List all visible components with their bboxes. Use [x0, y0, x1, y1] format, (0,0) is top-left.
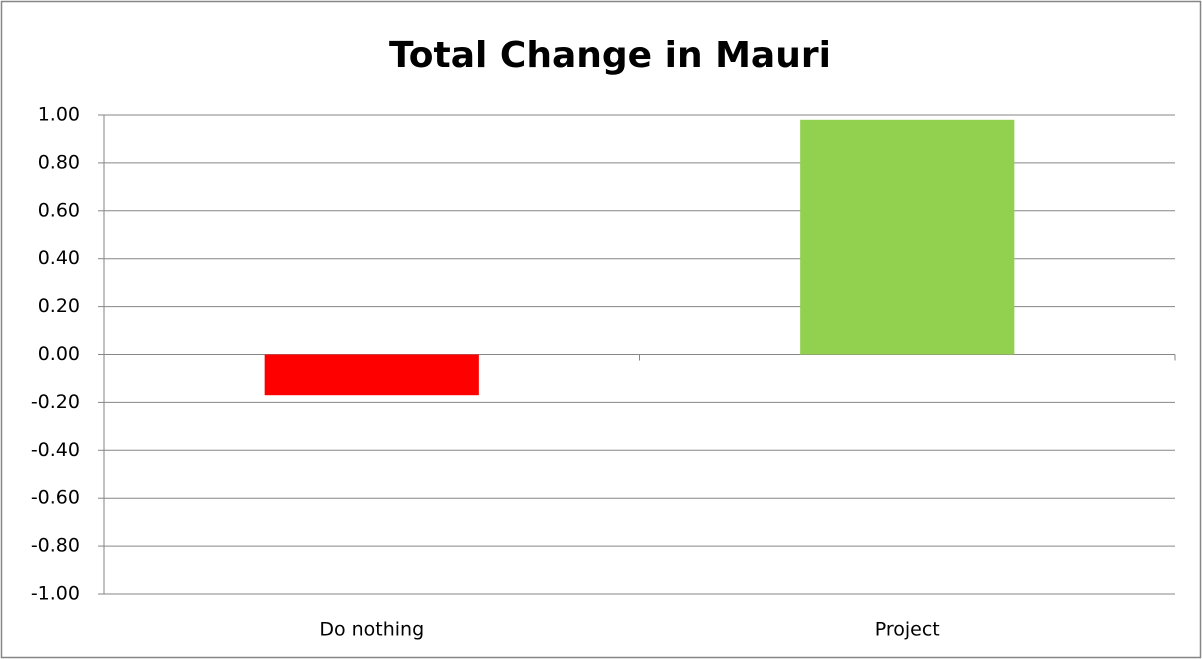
x-tick-label: Project [875, 619, 940, 641]
y-tick-label: 1.00 [38, 104, 80, 126]
y-tick-label: -1.00 [31, 583, 80, 605]
y-tick-label: -0.60 [31, 487, 80, 509]
y-tick-label: 0.40 [38, 247, 80, 269]
y-tick-label: -0.80 [31, 535, 80, 557]
x-tick-label: Do nothing [319, 619, 424, 641]
y-tick-label: -0.20 [31, 391, 80, 413]
y-tick-label: -0.40 [31, 439, 80, 461]
bar [800, 119, 1015, 355]
chart-title: Total Change in Mauri [389, 35, 831, 76]
y-tick-label: 0.00 [38, 343, 80, 365]
y-tick-label: 0.60 [38, 199, 80, 221]
bar [264, 354, 479, 396]
y-tick-label: 0.80 [38, 151, 80, 173]
y-tick-label: 0.20 [38, 295, 80, 317]
